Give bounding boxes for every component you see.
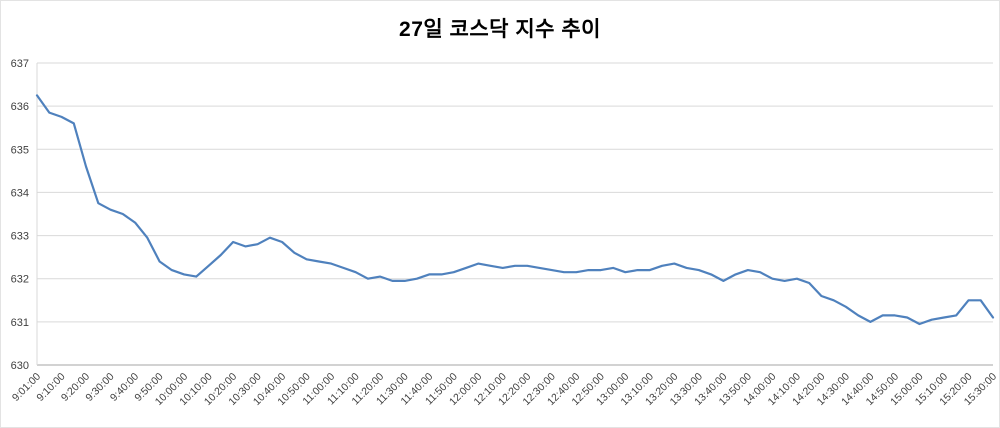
y-tick-label: 632 bbox=[11, 274, 29, 286]
y-tick-label: 636 bbox=[11, 101, 29, 113]
y-tick-label: 633 bbox=[11, 231, 29, 243]
y-tick-label: 637 bbox=[11, 58, 29, 70]
y-tick-label: 631 bbox=[11, 317, 29, 329]
y-tick-label: 635 bbox=[11, 144, 29, 156]
y-tick-label: 630 bbox=[11, 360, 29, 372]
index-line-series bbox=[35, 94, 995, 326]
chart-title: 27일 코스닥 지수 추이 bbox=[399, 18, 601, 41]
y-tick-label: 634 bbox=[11, 187, 29, 199]
